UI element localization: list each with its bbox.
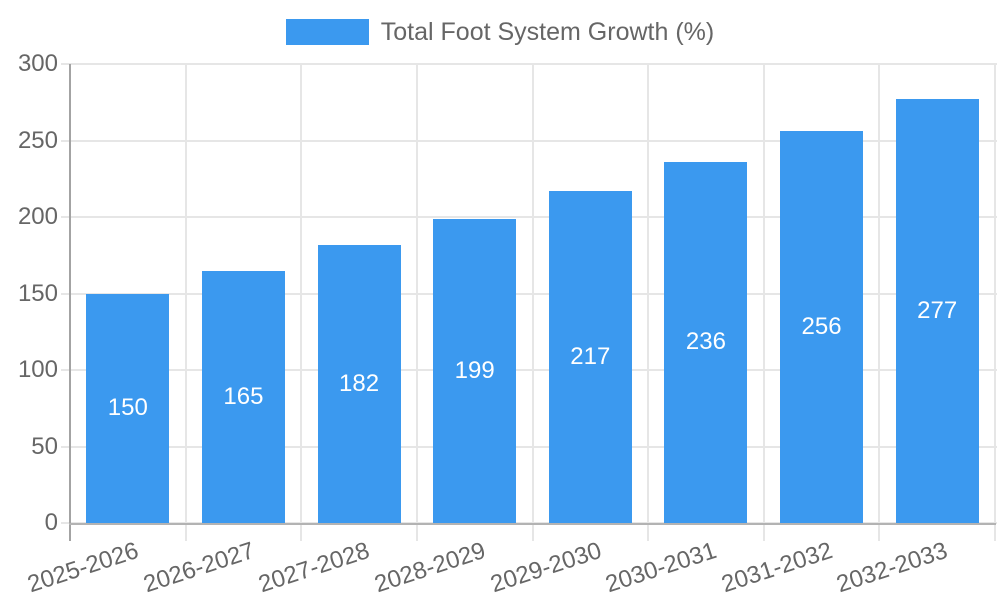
bar-2026-2027[interactable] [201, 270, 285, 523]
gridline-horizontal [61, 369, 997, 371]
y-tick-label: 150 [17, 279, 58, 307]
bar-2030-2031[interactable] [664, 161, 748, 523]
gridline-horizontal [61, 216, 997, 218]
gridline-vertical [415, 64, 418, 541]
bar-value-label: 277 [917, 297, 958, 325]
bar-value-label: 256 [801, 313, 842, 341]
bar-value-label: 217 [570, 342, 611, 370]
gridline-horizontal [61, 445, 997, 448]
gridline-horizontal [61, 63, 997, 65]
bar-2031-2032[interactable] [780, 131, 864, 523]
bar-2032-2033[interactable] [895, 99, 979, 523]
x-tick-label: 2029-2030 [486, 537, 605, 599]
x-tick-label: 2025-2026 [24, 537, 142, 599]
gridline-horizontal [61, 292, 997, 295]
x-tick-label: 2032-2033 [833, 537, 952, 599]
y-tick-label: 50 [31, 432, 58, 460]
x-tick-label: 2031-2032 [718, 537, 836, 599]
gridline-horizontal [61, 139, 997, 142]
y-tick-label: 100 [17, 356, 58, 383]
bar-value-label: 165 [223, 382, 264, 410]
x-tick-label: 2027-2028 [255, 537, 374, 599]
bar-2029-2030[interactable] [548, 190, 632, 523]
gridline-vertical [184, 64, 187, 541]
y-axis-line [69, 64, 71, 541]
gridline-vertical [994, 64, 996, 541]
x-tick-label: 2026-2027 [139, 537, 258, 599]
legend-label: Total Foot System Growth (%) [380, 18, 715, 46]
bar-value-label: 236 [685, 328, 726, 356]
gridline-vertical [762, 64, 765, 541]
y-tick-label: 0 [44, 509, 58, 536]
bar-value-label: 199 [454, 356, 495, 384]
x-tick-label: 2030-2031 [602, 537, 720, 599]
bar-2028-2029[interactable] [433, 218, 517, 523]
gridline-vertical [878, 64, 881, 541]
gridline-vertical [647, 64, 650, 541]
gridline-vertical [531, 64, 534, 541]
y-tick-label: 200 [17, 203, 58, 230]
bar-value-label: 182 [339, 369, 380, 397]
bar-value-label: 150 [107, 394, 148, 422]
legend-swatch [285, 19, 369, 45]
x-tick-label: 2028-2029 [371, 537, 489, 599]
bar-2025-2026[interactable] [86, 293, 170, 523]
x-axis-line [69, 523, 996, 525]
legend[interactable]: Total Foot System Growth (%) [0, 17, 1000, 47]
y-tick-label: 250 [17, 126, 58, 154]
y-tick-label: 300 [17, 50, 58, 77]
bar-2027-2028[interactable] [317, 244, 401, 523]
gridline-vertical [300, 64, 303, 541]
